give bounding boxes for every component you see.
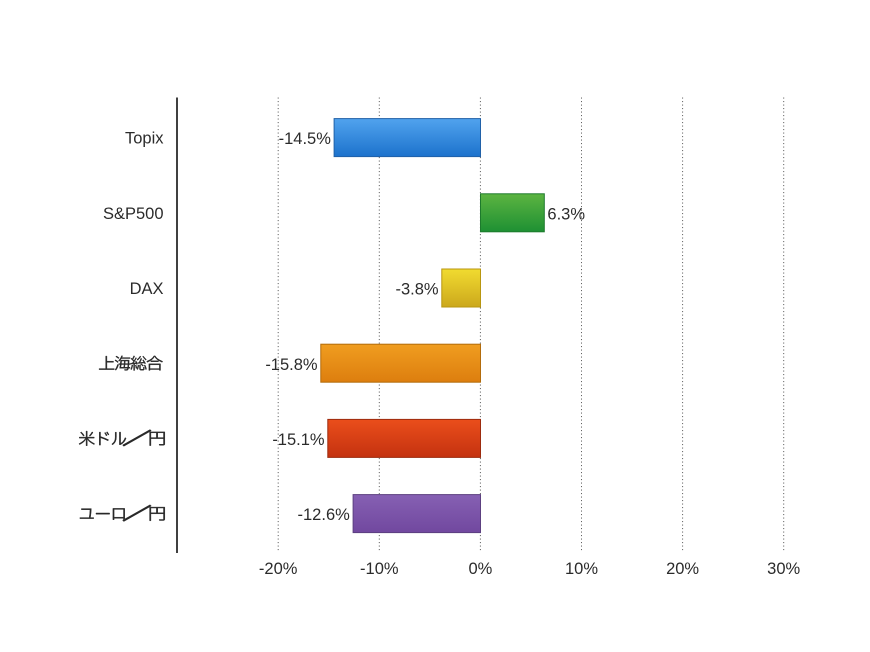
svg-text:Topix: Topix	[125, 130, 164, 148]
svg-text:-15.8%: -15.8%	[265, 356, 318, 374]
svg-text:S&P500: S&P500	[103, 205, 164, 223]
svg-text:DAX: DAX	[130, 280, 164, 298]
svg-text:6.3%: 6.3%	[547, 205, 585, 223]
svg-text:-12.6%: -12.6%	[298, 506, 351, 524]
svg-text:20%: 20%	[666, 560, 699, 578]
svg-text:-14.5%: -14.5%	[279, 130, 332, 148]
svg-text:0%: 0%	[468, 560, 492, 578]
svg-text:-20%: -20%	[259, 560, 298, 578]
svg-text:-3.8%: -3.8%	[395, 281, 438, 299]
svg-text:-10%: -10%	[360, 560, 399, 578]
svg-text:-15.1%: -15.1%	[272, 431, 325, 449]
svg-text:10%: 10%	[565, 560, 598, 578]
svg-text:30%: 30%	[767, 560, 800, 578]
